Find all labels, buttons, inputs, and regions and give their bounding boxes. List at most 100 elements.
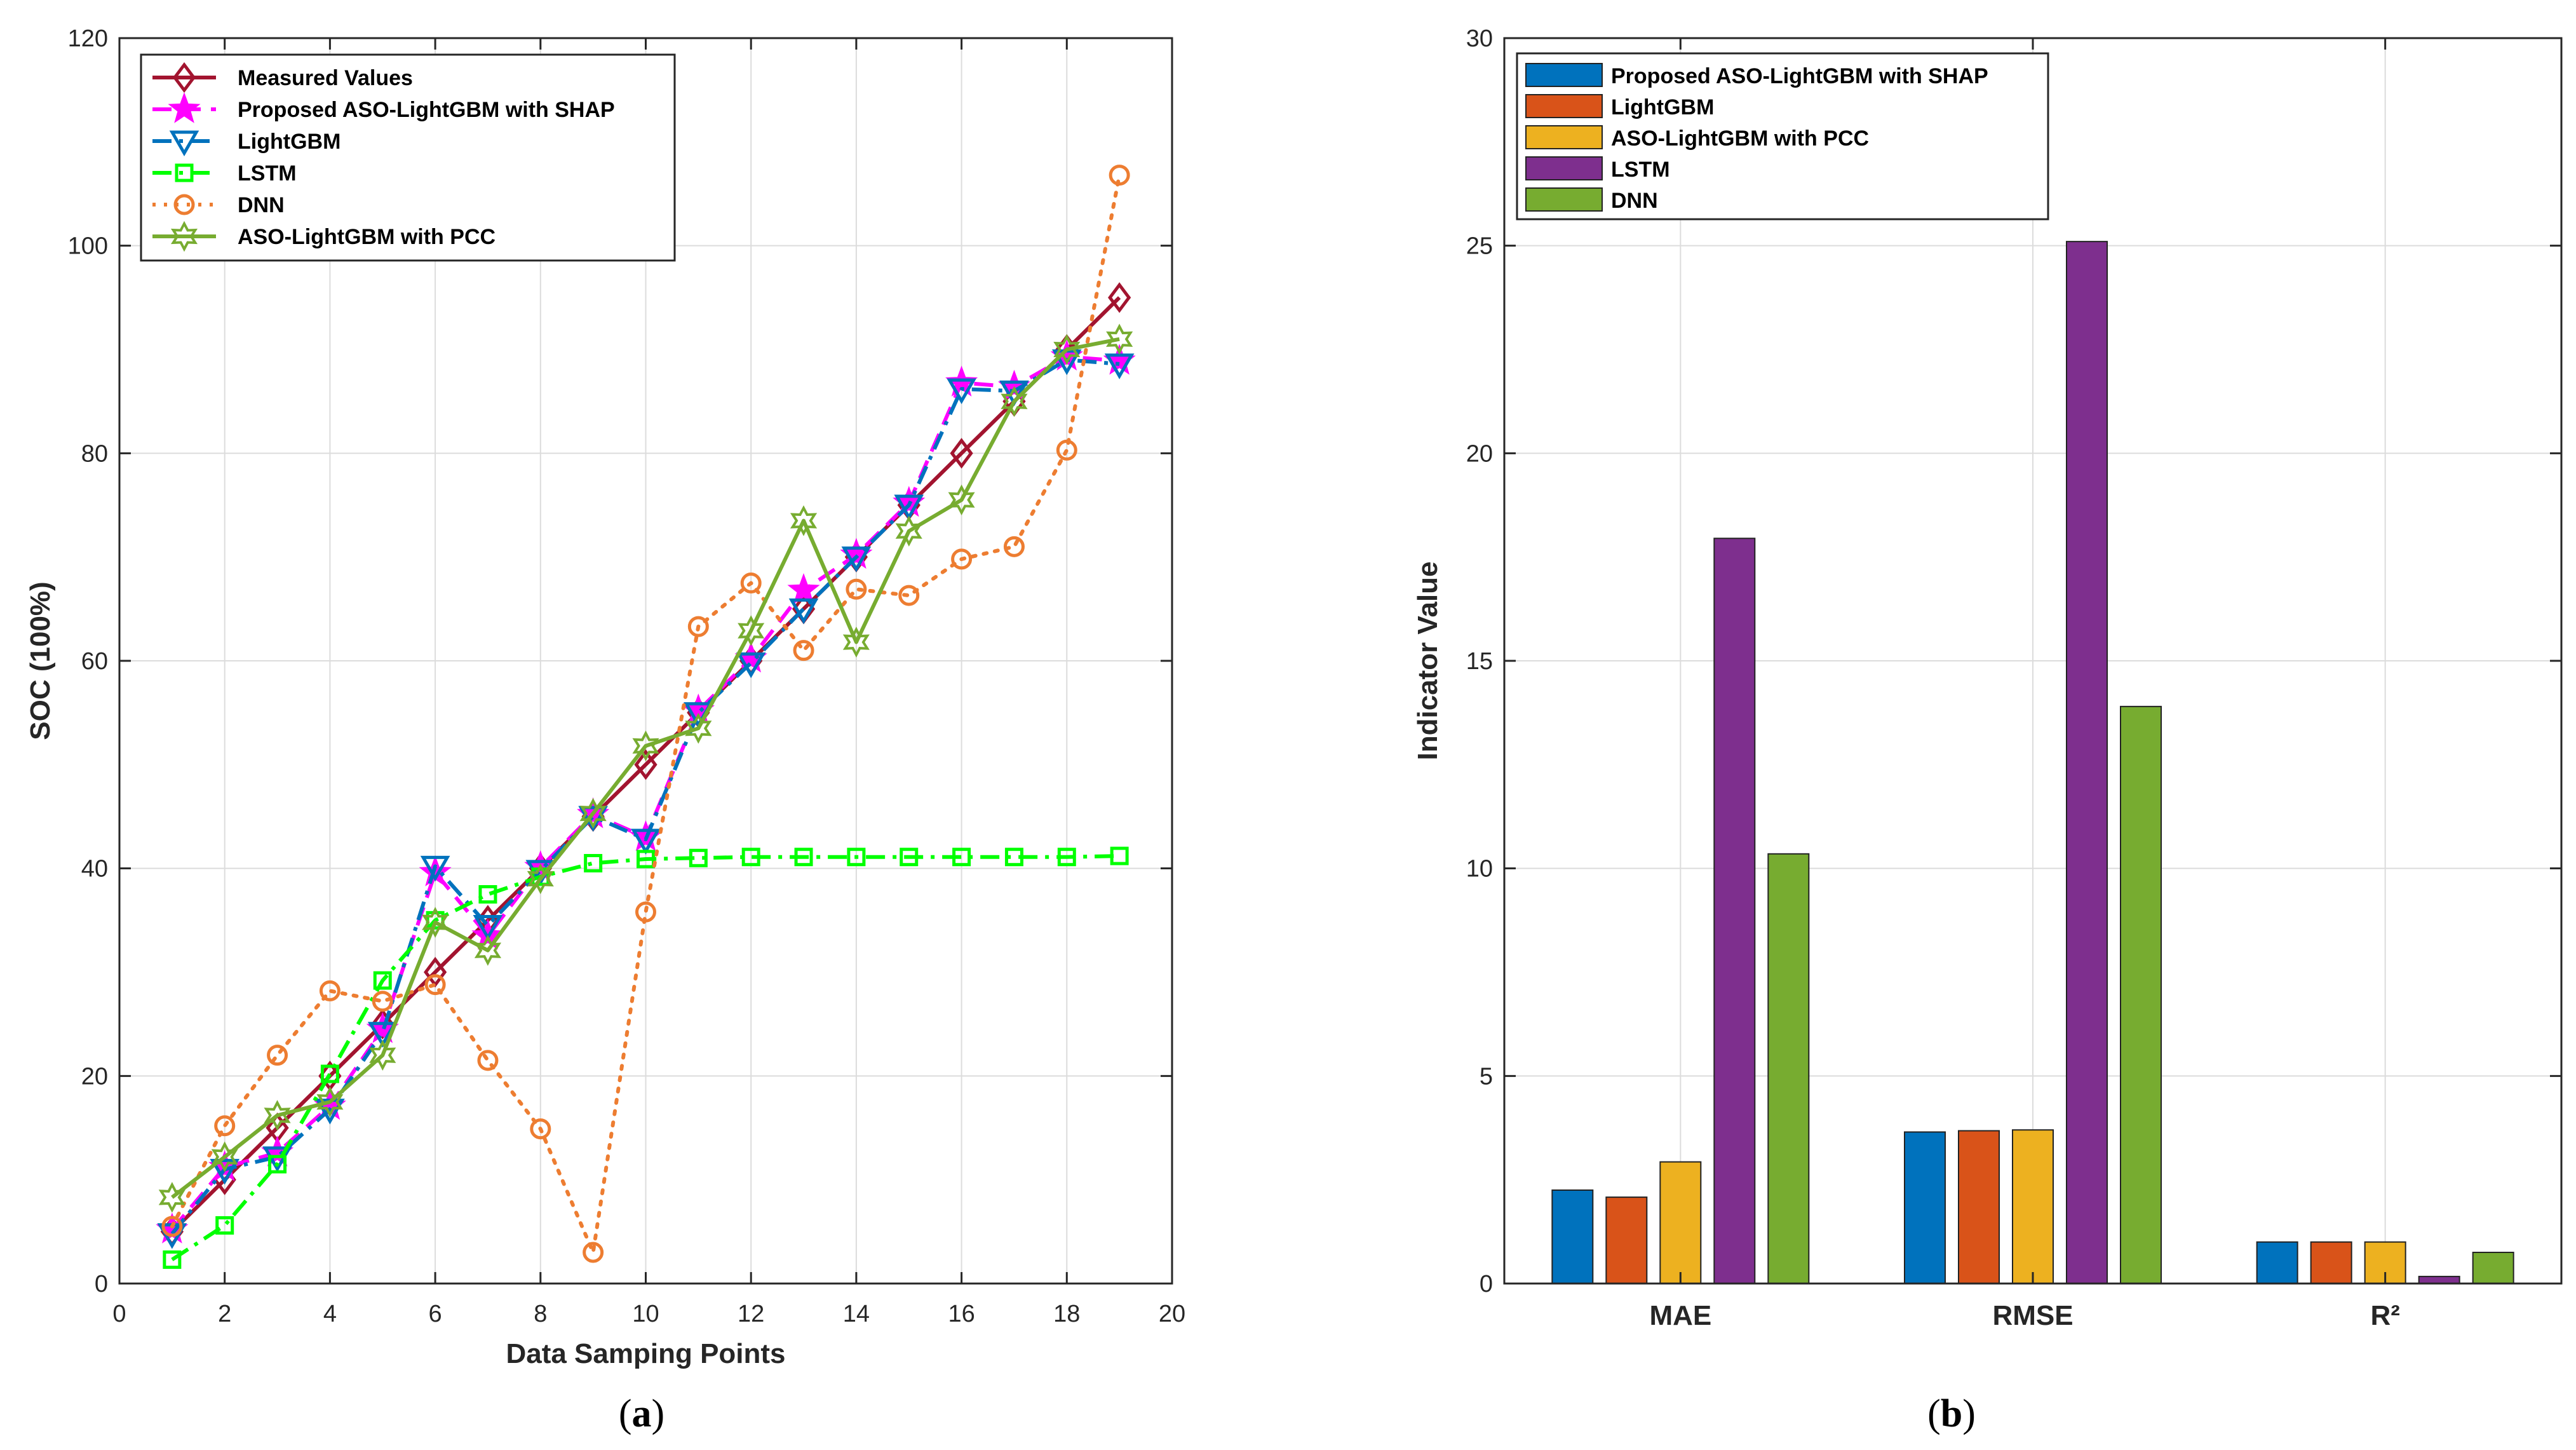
series-proposed-aso-lightgbm-with-shap (1551, 1131, 2298, 1284)
bar-dnn-rmse (2120, 705, 2162, 1285)
x-tick-label: 20 (1159, 1301, 1185, 1327)
data-point-lightgbm (894, 494, 924, 521)
y-tick-label: 5 (1480, 1063, 1493, 1090)
data-point-lstm (952, 848, 971, 867)
series-lstm (163, 846, 1129, 1269)
data-point-aso-lightgbm-with-pcc (1106, 323, 1133, 355)
series-dnn (1767, 705, 2514, 1285)
data-point-lstm (637, 850, 655, 869)
data-point-aso-lightgbm-with-pcc (369, 1040, 396, 1071)
bar-proposed-aso-lightgbm-with-shap-mae (1551, 1189, 1594, 1284)
legend-marker (168, 92, 201, 123)
caption-letter: a (632, 1392, 652, 1435)
legend-swatch (1525, 94, 1603, 118)
x-tick-label: 0 (112, 1301, 126, 1327)
y-tick-label: 15 (1466, 648, 1493, 675)
data-point-lstm (1110, 846, 1129, 865)
data-point-dnn (1109, 165, 1130, 186)
category-label-mae: MAE (1649, 1300, 1711, 1331)
bar-lightgbm-mae (1605, 1196, 1648, 1285)
bar-aso-lightgbm-with-pcc-rmse (2012, 1129, 2054, 1285)
caption-close: ) (1962, 1392, 1976, 1435)
series-line-lightgbm (170, 358, 1120, 1235)
data-point-aso-lightgbm-with-pcc (158, 1182, 185, 1213)
legend-entry-aso-lightgbm-with-pcc: ASO-LightGBM with PCC (238, 225, 496, 249)
y-tick-label: 30 (1466, 25, 1493, 52)
x-tick-label: 16 (948, 1301, 974, 1327)
y-tick-label: 20 (1466, 440, 1493, 467)
legend-swatch (1525, 63, 1603, 87)
x-tick-label: 6 (429, 1301, 442, 1327)
data-point-dnn (635, 901, 656, 923)
x-tick-label: 10 (632, 1301, 659, 1327)
legend-entry-lstm: LSTM (238, 161, 297, 186)
series-aso-lightgbm-with-pcc (158, 323, 1133, 1213)
caption-letter: b (1941, 1392, 1962, 1435)
data-point-measured-values (950, 438, 973, 469)
data-point-lstm (320, 1064, 339, 1083)
data-point-lstm (847, 848, 866, 867)
data-point-dnn (372, 991, 393, 1012)
bar-dnn-r (2472, 1252, 2514, 1284)
data-point-dnn (898, 585, 920, 606)
legend-entry-dnn: DNN (238, 193, 285, 217)
series-lightgbm (1605, 1130, 2352, 1285)
data-point-aso-lightgbm-with-pcc (316, 1086, 344, 1118)
x-tick-label: 14 (843, 1301, 870, 1327)
legend: Measured Values Proposed ASO-LightGBM wit… (140, 53, 676, 262)
x-tick-label: 4 (323, 1301, 337, 1327)
bar-lstm-r (2418, 1275, 2460, 1284)
data-point-dnn (214, 1115, 236, 1137)
data-point-lstm (478, 885, 497, 904)
series-aso-lightgbm-with-pcc (1659, 1129, 2406, 1285)
bar-proposed-aso-lightgbm-with-shap-rmse (1904, 1131, 1946, 1284)
data-point-lightgbm (367, 1022, 398, 1048)
y-tick-label: 25 (1466, 233, 1493, 260)
series-line-dnn (170, 173, 1122, 1254)
data-point-dnn (477, 1050, 499, 1071)
data-point-lstm (1004, 848, 1023, 867)
data-point-aso-lightgbm-with-pcc (895, 515, 922, 547)
legend-entry-lightgbm: LightGBM (238, 130, 341, 154)
legend-marker (173, 194, 195, 215)
y-tick-label: 120 (68, 25, 108, 52)
data-point-lightgbm (210, 1158, 240, 1185)
figure-caption: (a) (619, 1392, 664, 1435)
grid-lines (1504, 38, 2561, 1284)
data-point-dnn (583, 1242, 604, 1263)
legend-entry-proposed-aso-lightgbm-with-shap: Proposed ASO-LightGBM with SHAP (1611, 64, 1988, 88)
bar-proposed-aso-lightgbm-with-shap-r (2256, 1241, 2298, 1284)
data-point-dnn (1056, 439, 1077, 461)
x-tick-label: 2 (218, 1301, 231, 1327)
data-point-lightgbm (1104, 353, 1135, 379)
legend-swatch (1525, 125, 1603, 149)
bar-lightgbm-rmse (1958, 1130, 2000, 1285)
legend-entry-lightgbm: LightGBM (1611, 95, 1714, 119)
data-point-lstm (794, 848, 813, 867)
data-point-dnn (846, 578, 867, 600)
data-point-lstm (584, 854, 603, 872)
legend-marker (172, 62, 196, 93)
soc-line-chart: 0 2 4 6 8 10 12 14 16 18 20 0 20 40 60 80 100 120 Data Sam… (25, 25, 1185, 1435)
data-point-dnn (424, 974, 446, 996)
data-point-aso-lightgbm-with-pcc (474, 935, 502, 966)
data-point-measured-values (1108, 282, 1131, 313)
legend-entry-aso-lightgbm-with-pcc: ASO-LightGBM with PCC (1611, 126, 1869, 151)
data-point-lstm (268, 1155, 287, 1174)
data-point-aso-lightgbm-with-pcc (1001, 386, 1028, 417)
category-label-rmse: RMSE (1992, 1300, 2073, 1331)
caption-close: ) (652, 1392, 665, 1435)
bar-dnn-mae (1767, 853, 1810, 1285)
legend-marker (175, 163, 194, 182)
data-point-aso-lightgbm-with-pcc (632, 730, 659, 762)
y-axis-label: Indicator Value (1412, 562, 1443, 761)
data-point-lightgbm (999, 380, 1029, 407)
data-point-dnn (687, 616, 709, 637)
series-lightgbm (157, 349, 1135, 1249)
y-tick-label: 0 (95, 1271, 108, 1298)
legend-entry-dnn: DNN (1611, 189, 1658, 213)
series-line-aso-lightgbm-with-pcc (171, 337, 1120, 1199)
series-line-lstm (171, 854, 1120, 1261)
x-tick-label: 12 (738, 1301, 764, 1327)
